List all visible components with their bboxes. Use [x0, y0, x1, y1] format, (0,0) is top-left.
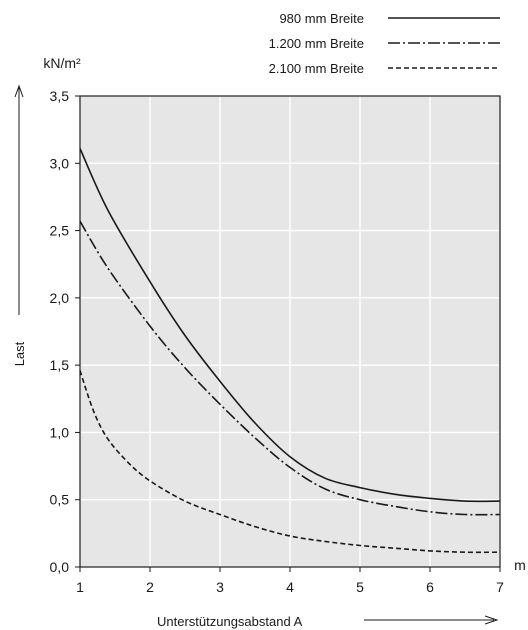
y-tick-label: 1,0 [50, 424, 70, 440]
x-tick-label: 7 [496, 579, 504, 595]
series-line [79, 220, 501, 516]
legend: 980 mm Breite 1.200 mm Breite 2.100 mm Bre… [269, 11, 500, 76]
x-tick-label: 6 [426, 579, 434, 595]
y-tick-label: 1,5 [50, 357, 70, 373]
x-tick-label: 1 [76, 579, 84, 595]
series-line [79, 370, 501, 554]
x-tick-label: 4 [286, 579, 294, 595]
y-tick-label: 0,5 [50, 492, 70, 508]
x-tick-label: 5 [356, 579, 364, 595]
y-tick-label: 0,0 [50, 559, 70, 575]
y-axis-label: Last [12, 341, 27, 366]
series-lines [79, 148, 501, 554]
y-unit-label: kN/m² [43, 55, 81, 71]
y-tick-label: 3,5 [50, 88, 70, 104]
legend-label: 2.100 mm Breite [269, 61, 364, 76]
legend-label: 980 mm Breite [279, 11, 364, 26]
x-axis-arrowhead [484, 615, 499, 625]
x-unit-label: m [514, 557, 526, 573]
x-tick-labels: 1 2 3 4 5 6 7 [76, 567, 504, 595]
x-axis-label: Unterstützungsabstand A [157, 614, 303, 629]
y-axis-arrowhead [14, 84, 24, 98]
y-tick-labels: 0,0 0,5 1,0 1,5 2,0 2,5 3,0 3,5 [50, 88, 80, 575]
series-line [79, 148, 501, 503]
y-tick-label: 3,0 [50, 155, 70, 171]
legend-label: 1.200 mm Breite [269, 36, 364, 51]
x-tick-label: 3 [216, 579, 224, 595]
x-tick-label: 2 [146, 579, 154, 595]
y-tick-label: 2,5 [50, 223, 70, 239]
y-tick-label: 2,0 [50, 290, 70, 306]
